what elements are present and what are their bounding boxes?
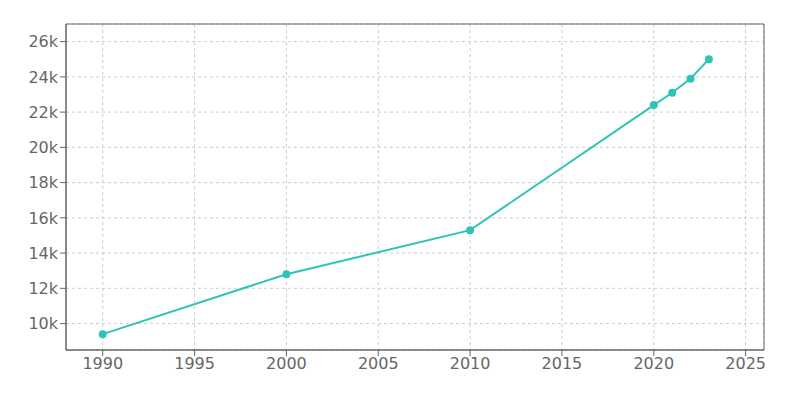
svg-text:1990: 1990: [82, 354, 123, 373]
svg-text:26k: 26k: [28, 32, 58, 51]
svg-text:2020: 2020: [633, 354, 674, 373]
svg-text:20k: 20k: [28, 138, 58, 157]
svg-text:16k: 16k: [28, 209, 58, 228]
svg-text:2000: 2000: [266, 354, 307, 373]
svg-text:2005: 2005: [358, 354, 399, 373]
svg-text:2025: 2025: [725, 354, 766, 373]
svg-text:2010: 2010: [450, 354, 491, 373]
svg-text:1995: 1995: [174, 354, 215, 373]
svg-text:2015: 2015: [542, 354, 583, 373]
svg-text:14k: 14k: [28, 244, 58, 263]
svg-text:10k: 10k: [28, 314, 58, 333]
svg-text:12k: 12k: [28, 279, 58, 298]
svg-text:24k: 24k: [28, 68, 58, 87]
svg-text:18k: 18k: [28, 173, 58, 192]
svg-text:22k: 22k: [28, 103, 58, 122]
